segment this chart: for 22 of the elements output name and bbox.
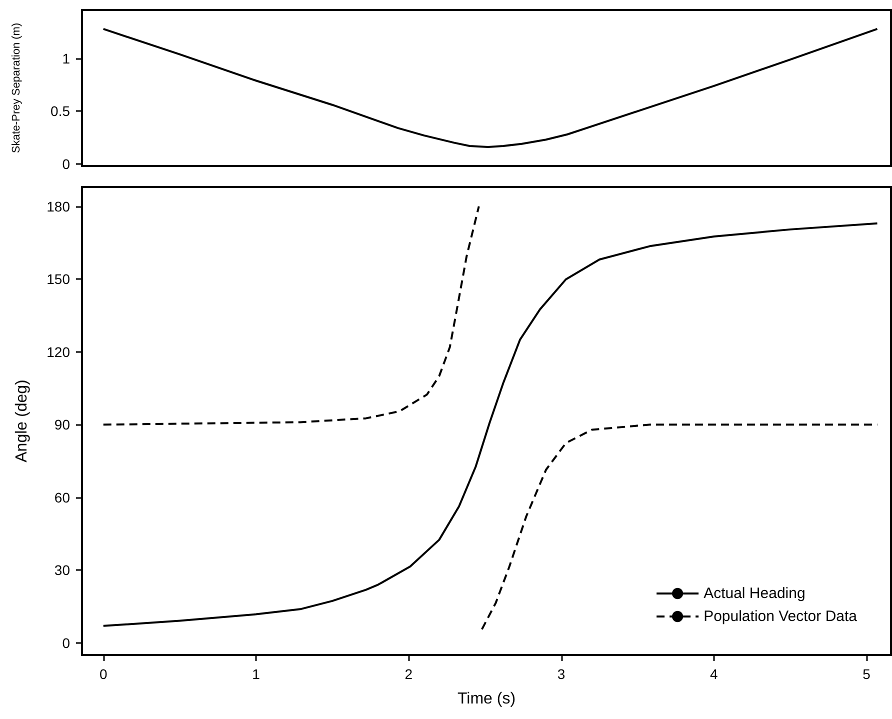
x-tick-label: 3 xyxy=(557,666,566,682)
x-tick-label: 4 xyxy=(710,666,718,682)
y-tick-label: 0.5 xyxy=(50,103,70,120)
y-axis-title: Skate-Prey Separation (m) xyxy=(10,22,22,154)
legend-label: Actual Heading xyxy=(704,585,806,602)
y-tick-label: 90 xyxy=(54,416,70,433)
x-tick-label: 1 xyxy=(252,666,260,682)
y-tick-label: 0 xyxy=(62,156,70,172)
x-tick-label: 2 xyxy=(404,666,413,682)
y-tick-label: 180 xyxy=(46,198,70,214)
line-series xyxy=(102,28,878,148)
y-tick-label: 30 xyxy=(54,562,70,578)
y-tick-label: 0 xyxy=(62,634,70,651)
y-tick-label: 60 xyxy=(54,489,70,506)
x-axis-title: Time (s) xyxy=(457,690,516,708)
y-tick-label: 150 xyxy=(46,271,70,288)
y-tick-label: 120 xyxy=(46,344,70,360)
x-tick-label: 5 xyxy=(862,666,871,682)
x-tick-label: 0 xyxy=(99,666,108,682)
y-axis-title: Angle (deg) xyxy=(14,380,30,462)
legend-label: Population Vector Data xyxy=(704,608,858,625)
y-tick-label: 1 xyxy=(62,50,70,66)
